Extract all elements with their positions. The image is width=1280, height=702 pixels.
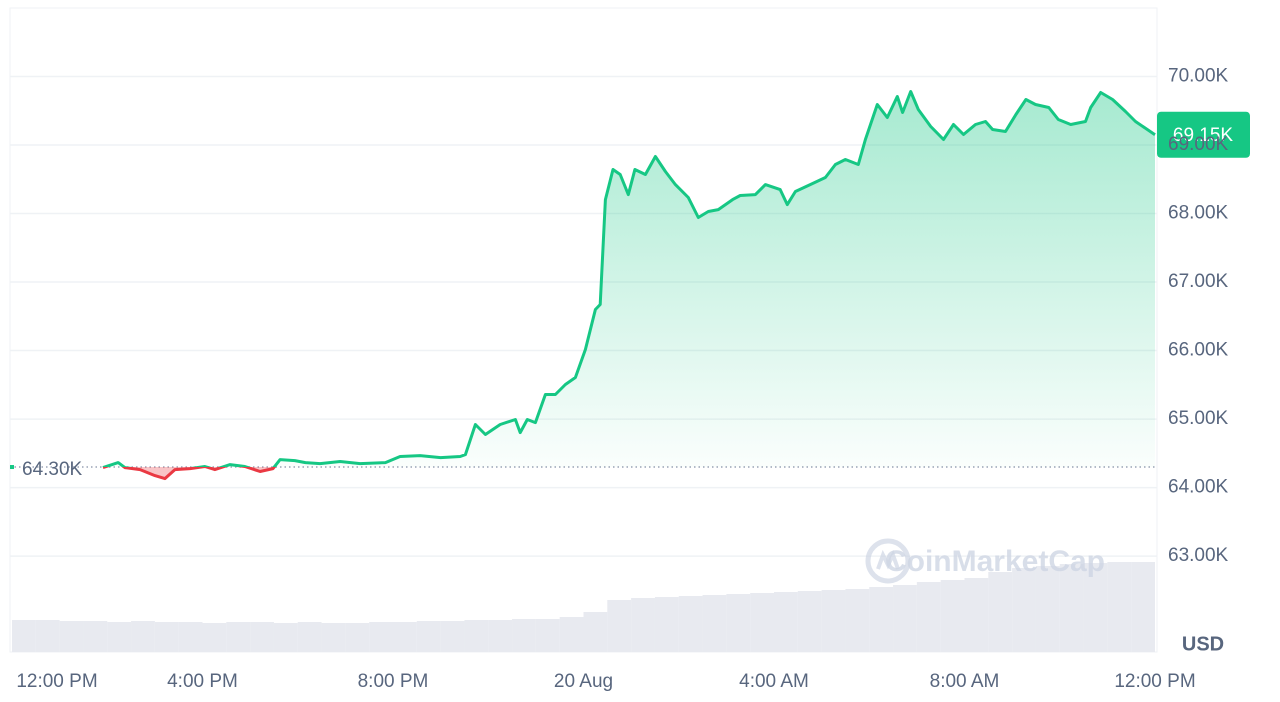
volume-bar — [750, 593, 774, 652]
volume-bar — [940, 580, 965, 652]
volume-bar — [678, 596, 703, 652]
y-tick-label: 64.00K — [1168, 477, 1229, 498]
volume-bar — [393, 622, 417, 652]
volume-bar — [154, 622, 179, 652]
y-tick-label: 69.00K — [1168, 134, 1229, 155]
volume-bar — [726, 594, 751, 652]
volume-bar — [631, 598, 655, 652]
volume-bar — [107, 622, 132, 652]
volume-bar — [559, 617, 584, 652]
x-tick-label: 4:00 PM — [167, 671, 238, 692]
volume-bar — [797, 591, 822, 652]
volume-bar — [488, 620, 513, 652]
x-tick-label: 4:00 AM — [739, 671, 809, 692]
volume-bar — [440, 621, 465, 652]
volume-bar — [988, 572, 1013, 652]
volume-bar — [464, 620, 489, 652]
volume-bar — [131, 621, 155, 652]
y-tick-label: 63.00K — [1168, 545, 1229, 566]
y-tick-label: 70.00K — [1168, 66, 1229, 87]
volume-bar — [702, 595, 727, 652]
x-tick-label: 8:00 AM — [930, 671, 1000, 692]
baseline-marker — [10, 465, 14, 470]
volume-bar — [83, 621, 108, 652]
x-tick-label: 12:00 PM — [16, 671, 97, 692]
plot-layer: 64.30K 69.15K — [10, 90, 1250, 481]
volume-bar — [535, 619, 560, 652]
volume-bar — [1035, 566, 1060, 652]
volume-bar — [1107, 562, 1132, 652]
price-line — [102, 90, 1156, 481]
volume-bar — [12, 620, 36, 652]
volume-bar — [583, 612, 608, 652]
volume-bar — [35, 620, 60, 652]
volume-bar — [250, 622, 274, 652]
volume-bar — [607, 600, 632, 652]
volume-bar — [893, 585, 917, 652]
volume-bar — [1012, 568, 1036, 652]
volume-layer — [12, 562, 1155, 652]
volume-bar — [654, 597, 679, 652]
volume-bar — [202, 623, 227, 652]
x-tick-label: 20 Aug — [554, 671, 613, 692]
last-price-label: 69.15K — [1173, 125, 1234, 146]
volume-bar — [345, 623, 370, 652]
volume-bar — [1083, 563, 1108, 652]
y-tick-label: 65.00K — [1168, 408, 1229, 429]
volume-bar — [59, 621, 84, 652]
volume-bar — [178, 622, 203, 652]
y-tick-label: 66.00K — [1168, 340, 1229, 361]
volume-bar — [1131, 562, 1155, 652]
volume-bar — [774, 592, 798, 652]
y-axis-label: USD — [1182, 633, 1224, 655]
volume-bar — [869, 587, 894, 652]
volume-bar — [297, 622, 322, 652]
volume-bar — [964, 578, 989, 652]
volume-bar — [1059, 564, 1084, 652]
volume-bar — [321, 623, 346, 652]
last-price-tag — [1157, 111, 1250, 158]
x-tick-label: 8:00 PM — [358, 671, 429, 692]
price-area — [103, 91, 1155, 479]
baseline-label: 64.30K — [22, 459, 83, 480]
volume-bar — [512, 619, 536, 652]
volume-bar — [845, 589, 870, 652]
y-tick-label: 67.00K — [1168, 271, 1229, 292]
volume-bar — [226, 622, 251, 652]
volume-bar — [273, 623, 298, 652]
volume-bar — [916, 582, 941, 652]
watermark-logo — [865, 538, 911, 584]
y-tick-label: 68.00K — [1168, 203, 1229, 224]
volume-bar — [369, 622, 393, 652]
volume-bar — [416, 621, 441, 652]
volume-bar — [821, 590, 846, 652]
watermark: CoinMarketCap — [885, 545, 1105, 578]
x-tick-label: 12:00 PM — [1114, 671, 1195, 692]
